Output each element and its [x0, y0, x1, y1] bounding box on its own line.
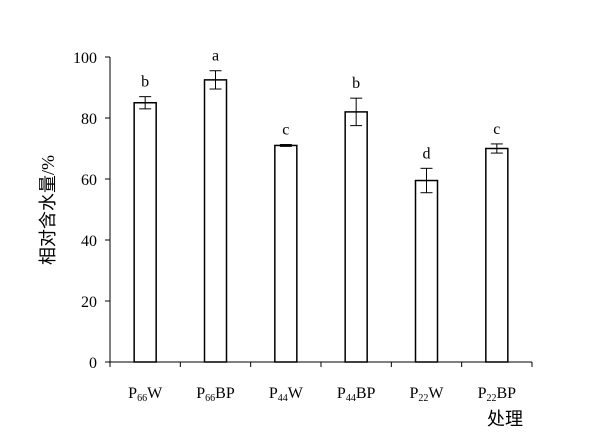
bars-group: b a c b d c [133, 48, 509, 363]
bar [344, 111, 368, 363]
x-tick-label-part: P [337, 385, 346, 402]
y-tick-label: 0 [89, 355, 97, 372]
x-tick-label-subscript: 44 [346, 393, 356, 404]
bar [203, 79, 228, 363]
x-tick-label: P66BP [196, 385, 235, 404]
bar [133, 102, 157, 363]
x-tick-label: P22BP [478, 385, 517, 404]
bar [274, 144, 298, 363]
x-tick-label: P22W [409, 385, 444, 404]
x-axis: P66W P66BP P44W P44BP P22W P22BP [109, 361, 533, 404]
significance-letter: d [423, 145, 431, 162]
y-tick-label: 100 [73, 50, 97, 67]
x-tick-label-part: BP [215, 385, 235, 402]
x-tick-label: P44BP [337, 385, 376, 404]
x-tick-label-subscript: 22 [486, 393, 496, 404]
x-tick-label-part: W [288, 385, 304, 402]
x-tick-label: P66W [128, 385, 163, 404]
x-tick-label-part: P [196, 385, 205, 402]
x-tick-label-part: W [147, 385, 163, 402]
x-tick-label-part: BP [496, 385, 516, 402]
significance-letter: b [141, 74, 149, 91]
x-tick-label-part: P [409, 385, 418, 402]
x-tick-label-part: P [478, 385, 487, 402]
significance-letter: c [282, 122, 289, 139]
bar [414, 179, 439, 363]
significance-letter: b [352, 75, 360, 92]
y-tick-label: 60 [81, 172, 97, 189]
y-tick-label: 20 [81, 294, 97, 311]
x-tick-label-subscript: 66 [205, 393, 215, 404]
y-tick-label: 80 [81, 111, 97, 128]
y-axis: 0 20 40 60 80 100 [73, 50, 111, 372]
x-axis-title: 处理 [487, 409, 523, 429]
bar [485, 147, 509, 363]
x-tick-label-subscript: 66 [137, 393, 147, 404]
x-tick-label-subscript: 22 [418, 393, 428, 404]
x-tick-label-part: P [128, 385, 137, 402]
significance-letter: a [212, 48, 219, 65]
y-tick-label: 40 [81, 233, 97, 250]
x-tick-label-subscript: 44 [278, 393, 288, 404]
x-tick-label-part: BP [356, 385, 376, 402]
x-tick-label-part: W [428, 385, 444, 402]
y-axis-title: 相对含水量/% [38, 155, 58, 265]
significance-letter: c [493, 121, 500, 138]
x-tick-label-part: P [269, 385, 278, 402]
x-tick-label: P44W [269, 385, 304, 404]
